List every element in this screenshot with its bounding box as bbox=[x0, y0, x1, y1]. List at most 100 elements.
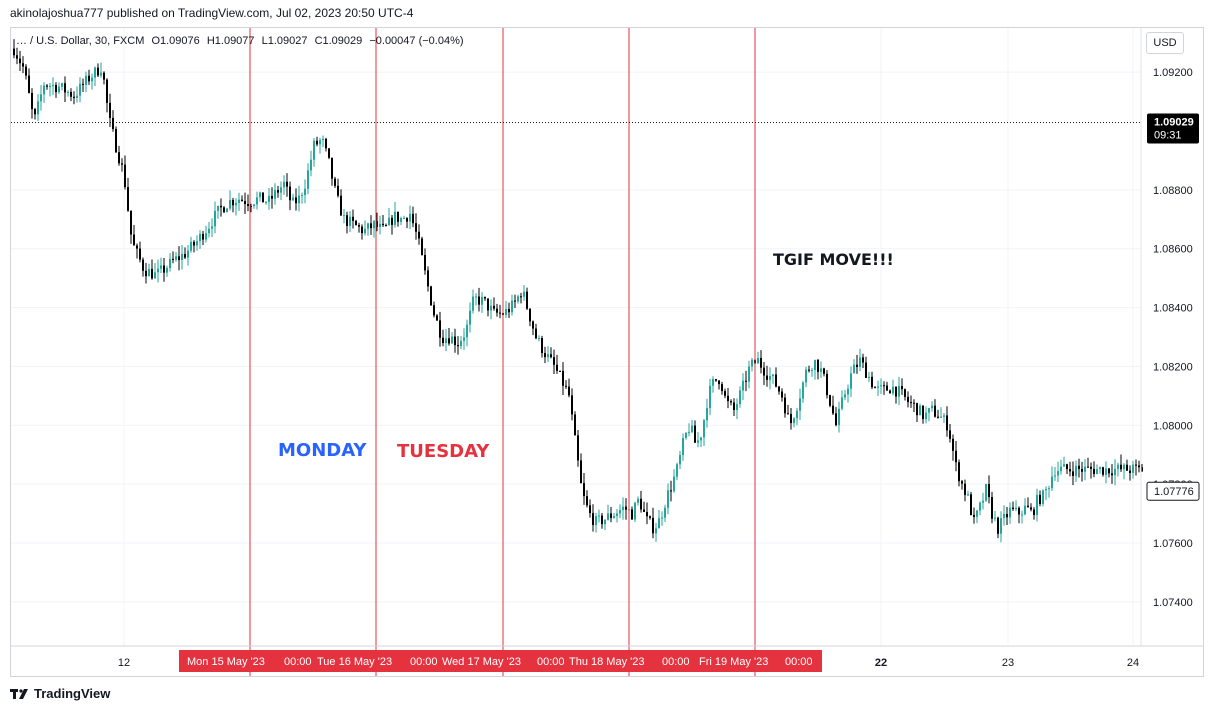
candle-body bbox=[541, 338, 543, 354]
candle-body bbox=[877, 386, 879, 388]
candle-body bbox=[1066, 464, 1068, 470]
candle-body bbox=[682, 437, 684, 456]
candle-body bbox=[1138, 465, 1140, 468]
candle-body bbox=[529, 308, 531, 322]
candle-body bbox=[508, 308, 510, 313]
candle-body bbox=[400, 218, 402, 222]
candle-body bbox=[916, 403, 918, 416]
candle-body bbox=[751, 359, 753, 367]
footer-brand: TradingView bbox=[34, 686, 111, 701]
time-highlight-label: Mon 15 May '23 bbox=[187, 656, 265, 668]
candle-body bbox=[292, 197, 294, 201]
candle-body bbox=[1126, 464, 1128, 471]
candle-body bbox=[97, 67, 99, 76]
candle-body bbox=[523, 291, 525, 297]
time-highlight-label: 00:00 bbox=[785, 656, 813, 668]
candle-body bbox=[433, 305, 435, 316]
time-highlight-label: 00:00 bbox=[537, 656, 565, 668]
candle-body bbox=[727, 395, 729, 402]
candle-body bbox=[328, 148, 330, 158]
candle-body bbox=[256, 197, 258, 205]
candle-body bbox=[70, 91, 72, 97]
candle-body bbox=[454, 336, 456, 346]
candle-body bbox=[826, 373, 828, 396]
candle-body bbox=[259, 192, 261, 198]
candle-body bbox=[223, 207, 225, 213]
candle-body bbox=[187, 250, 189, 258]
candle-body bbox=[559, 370, 561, 372]
currency-selector[interactable]: USD bbox=[1146, 32, 1184, 54]
candle-body bbox=[94, 67, 96, 78]
time-highlight-label: Wed 17 May '23 bbox=[442, 656, 521, 668]
candle-body bbox=[442, 337, 444, 344]
candle-body bbox=[31, 92, 33, 110]
candle-body bbox=[823, 368, 825, 374]
candle-body bbox=[655, 528, 657, 534]
candle-body bbox=[307, 170, 309, 189]
last-price-value: 1.09029 bbox=[1154, 116, 1194, 128]
time-tick-label: 22 bbox=[875, 657, 887, 669]
candle-body bbox=[565, 385, 567, 387]
candle-body bbox=[46, 85, 48, 87]
price-tick-label: 1.07400 bbox=[1153, 597, 1193, 609]
candle-body bbox=[1141, 467, 1143, 472]
candle-body bbox=[715, 379, 717, 381]
candle-body bbox=[931, 405, 933, 409]
candle-body bbox=[391, 217, 393, 225]
candle-body bbox=[661, 517, 663, 519]
candle-body bbox=[457, 345, 459, 347]
candle-body bbox=[592, 513, 594, 525]
candle-body bbox=[493, 305, 495, 309]
candle-body bbox=[499, 312, 501, 314]
candle-body bbox=[466, 324, 468, 338]
time-range-highlight bbox=[179, 650, 822, 672]
candle-body bbox=[295, 197, 297, 204]
candle-body bbox=[190, 241, 192, 251]
candle-body bbox=[232, 199, 234, 206]
candle-body bbox=[106, 79, 108, 103]
candle-body bbox=[472, 296, 474, 311]
candle-body bbox=[622, 506, 624, 510]
candle-body bbox=[58, 86, 60, 93]
candle-body bbox=[553, 357, 555, 365]
cursor-price-tag bbox=[1146, 481, 1200, 501]
session-separators bbox=[249, 28, 756, 676]
candle-body bbox=[730, 401, 732, 403]
candle-body bbox=[874, 387, 876, 389]
candle-body bbox=[1003, 514, 1005, 519]
candle-body bbox=[211, 226, 213, 229]
candle-body bbox=[964, 483, 966, 495]
candle-body bbox=[976, 510, 978, 517]
candle-body bbox=[739, 390, 741, 405]
candle-body bbox=[580, 460, 582, 484]
candle-body bbox=[577, 435, 579, 461]
candle-body bbox=[736, 404, 738, 410]
candle-body bbox=[820, 368, 822, 372]
candle-body bbox=[439, 320, 441, 338]
candle-body bbox=[1132, 464, 1134, 473]
candle-body bbox=[673, 476, 675, 492]
candle-body bbox=[157, 268, 159, 273]
candle-body bbox=[184, 254, 186, 258]
chart-canvas[interactable]: 1.09200 1.08800 1.08600 1.08400 1.08200 1.080… bbox=[11, 28, 1203, 676]
candle-body bbox=[856, 364, 858, 368]
candle-body bbox=[76, 95, 78, 98]
candle-body bbox=[907, 396, 909, 403]
candle-body bbox=[142, 259, 144, 271]
candle-body bbox=[88, 75, 90, 82]
candle-body bbox=[79, 83, 81, 96]
candle-body bbox=[583, 483, 585, 497]
chart-frame[interactable]: 1.09200 1.08800 1.08600 1.08400 1.08200 1.080… bbox=[10, 27, 1204, 677]
candle-body bbox=[109, 102, 111, 118]
candle-body bbox=[343, 215, 345, 217]
candle-body bbox=[118, 152, 120, 164]
candle-body bbox=[481, 296, 483, 305]
candle-body bbox=[1015, 507, 1017, 510]
candle-body bbox=[280, 187, 282, 193]
candle-body bbox=[478, 296, 480, 305]
candle-body bbox=[241, 199, 243, 201]
candle-body bbox=[166, 268, 168, 273]
time-axis: 12 22 23 24 Mon 15 May '23 00:00 Tue 16 May '2… bbox=[11, 645, 1203, 672]
candle-body bbox=[367, 223, 369, 229]
candle-body bbox=[973, 514, 975, 517]
